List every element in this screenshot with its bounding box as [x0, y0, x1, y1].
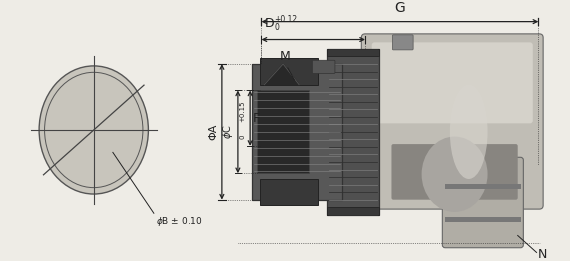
FancyBboxPatch shape — [392, 144, 518, 200]
Text: +0.15: +0.15 — [240, 100, 246, 122]
Text: ΦA: ΦA — [208, 124, 218, 140]
FancyBboxPatch shape — [361, 34, 543, 209]
Text: $\phi$B ± 0.10: $\phi$B ± 0.10 — [156, 215, 202, 228]
Text: D: D — [265, 17, 275, 30]
FancyBboxPatch shape — [392, 35, 413, 50]
Text: G: G — [394, 1, 405, 15]
Bar — [327, 49, 379, 215]
FancyBboxPatch shape — [372, 42, 533, 123]
Ellipse shape — [450, 85, 487, 179]
Text: M: M — [280, 50, 290, 63]
FancyBboxPatch shape — [312, 60, 335, 73]
Bar — [256, 90, 308, 173]
Ellipse shape — [44, 72, 143, 188]
Bar — [445, 184, 520, 189]
Bar — [247, 26, 544, 243]
Bar — [327, 207, 379, 215]
Bar — [252, 64, 341, 200]
Bar — [327, 49, 379, 56]
Ellipse shape — [39, 66, 148, 194]
Text: 0: 0 — [275, 23, 279, 32]
Text: +0.12: +0.12 — [275, 15, 298, 23]
FancyBboxPatch shape — [442, 157, 523, 248]
Text: N: N — [538, 248, 547, 261]
Bar — [259, 58, 318, 85]
Bar — [445, 217, 520, 222]
Text: F: F — [253, 112, 260, 125]
Text: 0: 0 — [240, 134, 246, 139]
Ellipse shape — [422, 137, 487, 212]
Bar — [259, 179, 318, 205]
Text: $\phi$C: $\phi$C — [221, 124, 235, 139]
Polygon shape — [264, 64, 299, 85]
